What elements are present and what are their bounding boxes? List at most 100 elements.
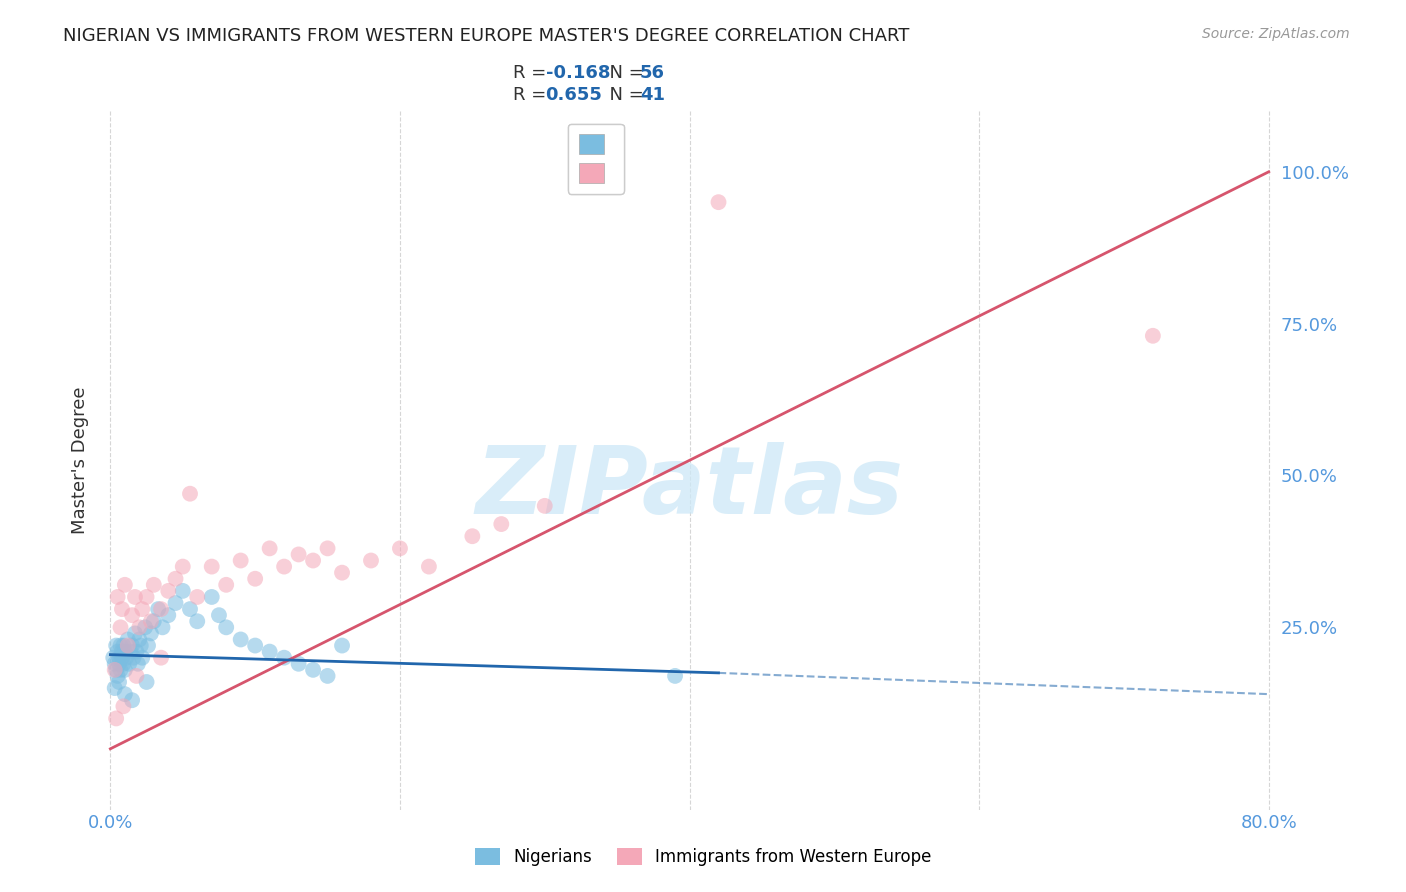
Point — [179, 602, 201, 616]
Point — [103, 650, 125, 665]
Legend: , : , — [568, 124, 624, 194]
Point — [287, 657, 309, 671]
Point — [114, 645, 136, 659]
Text: ZIPatlas: ZIPatlas — [475, 442, 904, 534]
Text: N =: N = — [598, 86, 650, 103]
Point — [128, 620, 150, 634]
Point — [330, 566, 353, 580]
Point — [302, 663, 325, 677]
Point — [273, 650, 295, 665]
Point — [124, 590, 146, 604]
Point — [664, 669, 686, 683]
Point — [121, 693, 143, 707]
Point — [388, 541, 411, 556]
Point — [105, 639, 128, 653]
Point — [135, 590, 157, 604]
Point — [215, 620, 238, 634]
Text: N =: N = — [598, 64, 650, 82]
Text: 41: 41 — [640, 86, 665, 103]
Point — [150, 650, 173, 665]
Point — [125, 669, 148, 683]
Point — [259, 541, 281, 556]
Point — [104, 663, 127, 677]
Point — [121, 608, 143, 623]
Point — [114, 687, 136, 701]
Point — [152, 620, 174, 634]
Point — [105, 663, 128, 677]
Point — [201, 590, 224, 604]
Point — [1142, 328, 1164, 343]
Point — [110, 663, 132, 677]
Point — [122, 650, 145, 665]
Point — [108, 650, 131, 665]
Point — [135, 675, 157, 690]
Point — [229, 632, 252, 647]
Point — [112, 657, 135, 671]
Point — [129, 639, 152, 653]
Point — [105, 711, 128, 725]
Point — [229, 553, 252, 567]
Point — [302, 553, 325, 567]
Point — [111, 602, 134, 616]
Point — [124, 626, 146, 640]
Text: 56: 56 — [640, 64, 665, 82]
Point — [491, 517, 513, 532]
Point — [131, 650, 153, 665]
Point — [127, 657, 149, 671]
Point — [707, 195, 730, 210]
Text: R =: R = — [513, 86, 553, 103]
Point — [107, 669, 129, 683]
Point — [179, 486, 201, 500]
Point — [139, 626, 162, 640]
Point — [110, 639, 132, 653]
Point — [146, 602, 169, 616]
Point — [111, 650, 134, 665]
Point — [117, 639, 139, 653]
Point — [134, 620, 156, 634]
Point — [139, 614, 162, 628]
Point — [243, 572, 266, 586]
Point — [117, 632, 139, 647]
Point — [142, 614, 165, 628]
Point — [107, 645, 129, 659]
Point — [128, 632, 150, 647]
Point — [120, 645, 142, 659]
Point — [112, 699, 135, 714]
Point — [104, 657, 127, 671]
Point — [165, 572, 187, 586]
Point — [115, 650, 138, 665]
Point — [360, 553, 382, 567]
Point — [112, 639, 135, 653]
Point — [114, 663, 136, 677]
Point — [330, 639, 353, 653]
Point — [121, 639, 143, 653]
Point — [316, 669, 339, 683]
Point — [533, 499, 555, 513]
Point — [208, 608, 231, 623]
Point — [165, 596, 187, 610]
Point — [243, 639, 266, 653]
Text: NIGERIAN VS IMMIGRANTS FROM WESTERN EUROPE MASTER'S DEGREE CORRELATION CHART: NIGERIAN VS IMMIGRANTS FROM WESTERN EURO… — [63, 27, 910, 45]
Point — [461, 529, 484, 543]
Point — [150, 602, 173, 616]
Point — [108, 657, 131, 671]
Point — [172, 583, 194, 598]
Point — [142, 578, 165, 592]
Point — [316, 541, 339, 556]
Point — [259, 645, 281, 659]
Point — [201, 559, 224, 574]
Point — [287, 548, 309, 562]
Point — [273, 559, 295, 574]
Point — [114, 578, 136, 592]
Point — [186, 590, 208, 604]
Point — [136, 639, 159, 653]
Point — [215, 578, 238, 592]
Point — [104, 681, 127, 695]
Text: R =: R = — [513, 64, 553, 82]
Y-axis label: Master's Degree: Master's Degree — [72, 386, 89, 534]
Text: 0.655: 0.655 — [546, 86, 602, 103]
Point — [118, 657, 141, 671]
Point — [111, 645, 134, 659]
Point — [186, 614, 208, 628]
Point — [157, 583, 180, 598]
